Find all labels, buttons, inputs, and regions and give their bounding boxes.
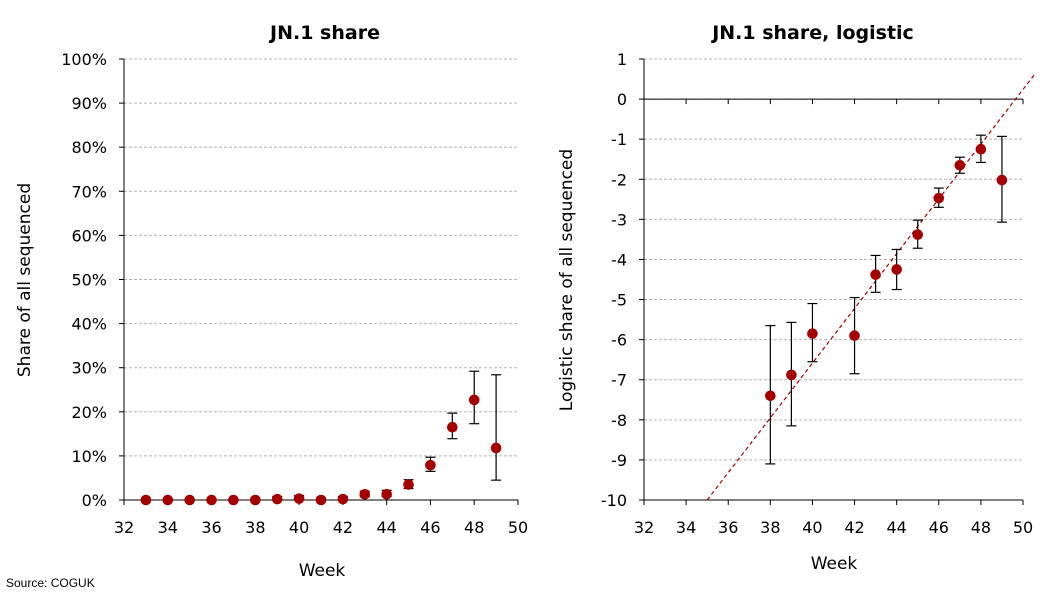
logistic-x-tick-label: 48 (971, 518, 991, 537)
logistic-x-axis-label: Week (811, 554, 858, 574)
logistic-chart: 1 0 -1 -2 -3 -4 -5 -6 -7 -8 -9 -10 32 34 36 38 40 42 44 46 4… (557, 22, 1037, 574)
share-error-bar (491, 374, 502, 481)
logistic-fit-line (706, 72, 1037, 500)
logistic-y-tick-label: -1 (611, 130, 627, 149)
logistic-data-point (870, 269, 881, 280)
share-data-point (206, 494, 217, 506)
logistic-y-tick-label: -3 (611, 210, 627, 229)
logistic-x-tick-label: 40 (802, 518, 822, 537)
logistic-x-tick-label: 38 (760, 518, 780, 537)
share-x-tick-label: 42 (333, 518, 353, 537)
share-data-point (250, 494, 261, 506)
share-x-tick-label: 34 (158, 518, 178, 537)
logistic-x-tick-label: 50 (1013, 518, 1033, 537)
share-y-tick-label: 90% (71, 94, 107, 113)
logistic-x-tick-label: 46 (929, 518, 949, 537)
share-y-tick-label: 80% (71, 138, 107, 157)
share-chart: 0% 10% 20% 30% 40% 50% 60% 70% 80% 90% 100% 32 34 36 3… (15, 22, 528, 581)
share-data-point (162, 494, 174, 506)
logistic-x-tick-label: 36 (718, 518, 738, 537)
share-data-point (425, 459, 436, 471)
logistic-data-point (891, 264, 902, 275)
logistic-data-point (933, 192, 945, 204)
share-y-tick-label: 0% (82, 491, 107, 510)
logistic-x-tick-label: 44 (886, 518, 906, 537)
share-data-point (337, 493, 349, 505)
share-y-tick-label: 10% (71, 447, 107, 466)
share-y-tick-label: 50% (71, 271, 107, 290)
share-data-point (140, 494, 152, 506)
share-data-point (403, 479, 414, 490)
share-x-axis-label: Week (299, 561, 346, 581)
share-x-tick-label: 32 (114, 518, 134, 537)
logistic-data-point (996, 174, 1008, 186)
logistic-data-point (807, 328, 818, 339)
share-data-point (468, 394, 480, 406)
share-data-point (490, 442, 502, 454)
logistic-y-tick-label: -9 (611, 451, 627, 470)
logistic-y-tick-label: -7 (611, 371, 627, 390)
logistic-x-tick-label: 42 (844, 518, 864, 537)
logistic-chart-title: JN.1 share, logistic (710, 22, 914, 44)
source-note: Source: COGUK (6, 576, 95, 590)
share-data-point (381, 488, 392, 500)
share-y-tick-label: 100% (61, 50, 107, 69)
logistic-y-tick-label: 1 (617, 50, 627, 69)
logistic-y-tick-label: -8 (611, 411, 627, 430)
share-y-axis-label: Share of all sequenced (15, 183, 35, 377)
logistic-y-tick-label: -10 (601, 491, 627, 510)
logistic-y-axis-label: Logistic share of all sequenced (557, 149, 577, 411)
share-data-point (447, 421, 458, 433)
logistic-data-point (849, 330, 860, 341)
share-data-point (359, 488, 371, 500)
share-data-point (228, 494, 239, 506)
share-data-point (293, 493, 305, 504)
share-data-point (184, 494, 195, 506)
share-x-tick-label: 44 (376, 518, 396, 537)
share-y-tick-label: 30% (71, 359, 107, 378)
logistic-data-point (765, 390, 776, 402)
share-x-tick-label: 40 (289, 518, 309, 537)
logistic-x-tick-label: 34 (676, 518, 696, 537)
logistic-y-tick-label: -2 (611, 170, 627, 189)
share-data-point (315, 494, 327, 506)
logistic-y-tick-label: -6 (611, 331, 627, 350)
logistic-data-point (954, 159, 966, 171)
share-y-tick-label: 20% (71, 403, 107, 422)
logistic-y-tick-label: 0 (617, 90, 627, 109)
share-y-tick-label: 40% (71, 315, 107, 334)
logistic-x-tick-label: 32 (634, 518, 654, 537)
share-chart-title: JN.1 share (268, 22, 380, 44)
share-x-tick-label: 48 (464, 518, 484, 537)
share-y-tick-label: 70% (71, 182, 107, 201)
logistic-data-point (975, 143, 987, 155)
share-data-point (271, 493, 283, 505)
share-x-tick-label: 46 (420, 518, 440, 537)
share-x-tick-label: 36 (201, 518, 221, 537)
logistic-y-tick-label: -4 (611, 250, 627, 269)
share-x-tick-label: 50 (508, 518, 528, 537)
logistic-data-point (912, 229, 924, 240)
logistic-data-point (786, 369, 797, 381)
logistic-y-tick-label: -5 (611, 291, 627, 310)
share-x-tick-label: 38 (245, 518, 265, 537)
share-y-tick-label: 60% (71, 226, 107, 245)
